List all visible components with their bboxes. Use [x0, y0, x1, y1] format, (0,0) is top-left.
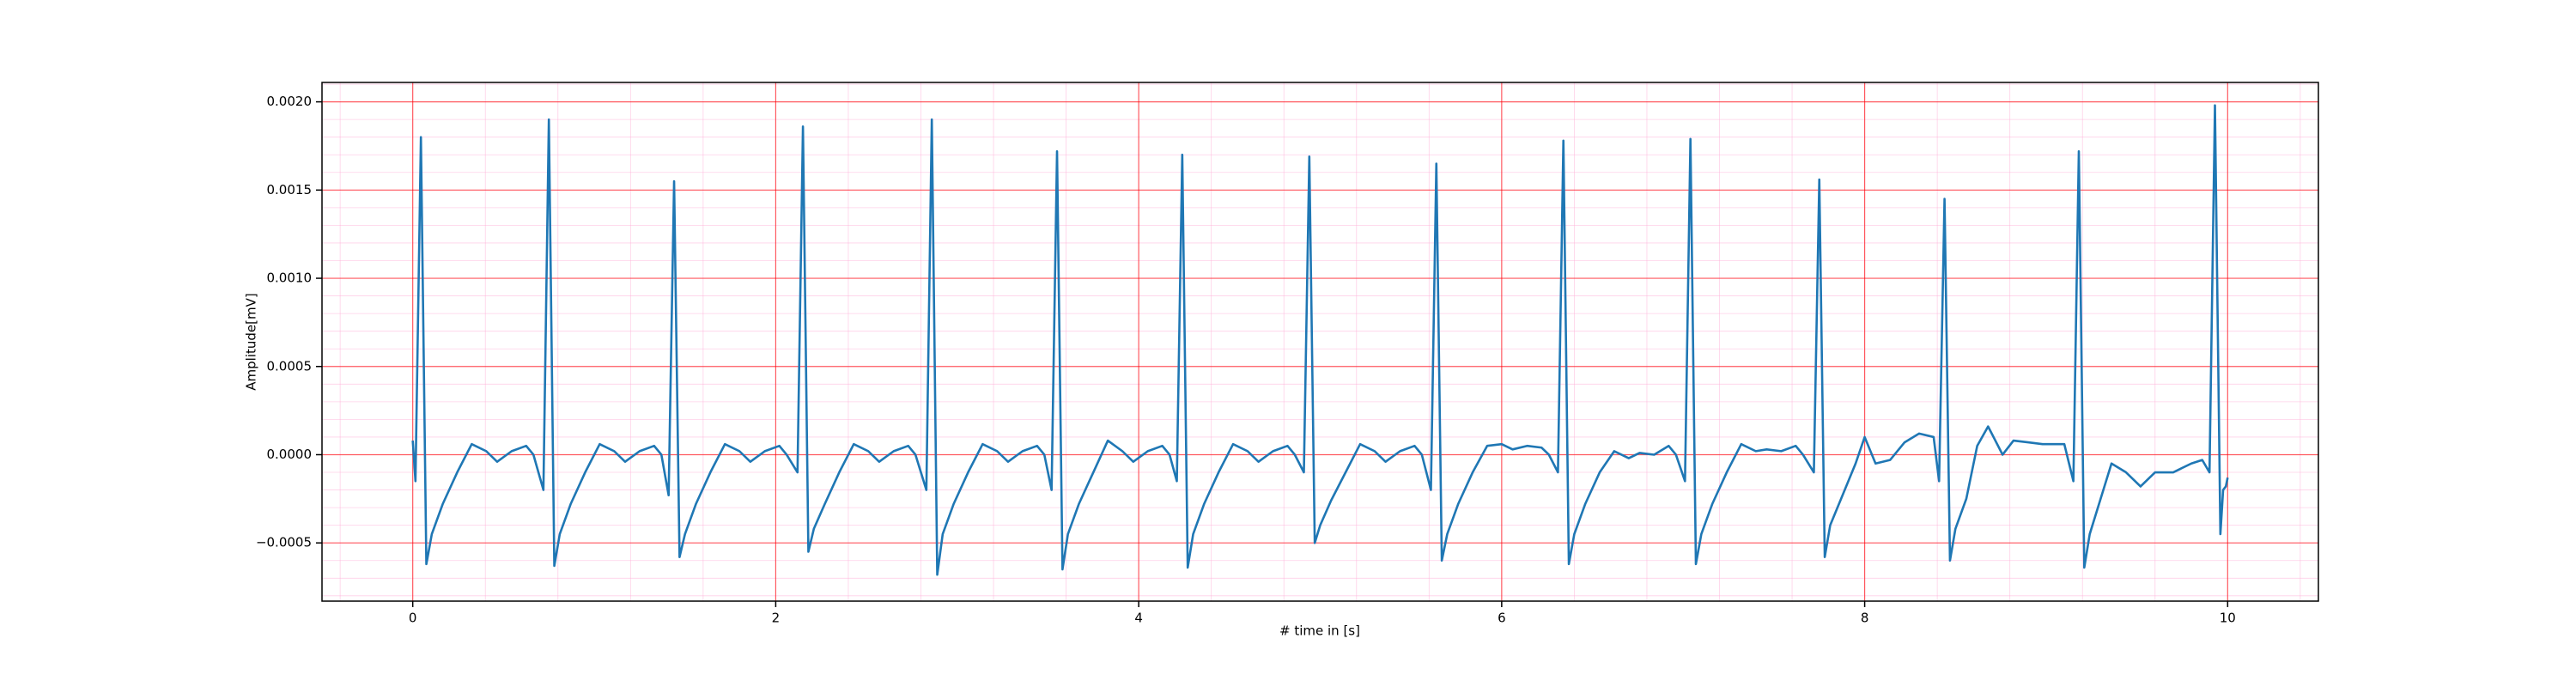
y-tick-label: 0.0000 — [267, 447, 313, 462]
plot-area — [411, 104, 2229, 576]
x-tick-label: 4 — [1134, 611, 1143, 626]
x-axis-label: # time in [s] — [1279, 623, 1360, 639]
y-axis-label: Amplitude[mV] — [244, 293, 259, 390]
grid — [322, 82, 2318, 601]
x-tick-label: 2 — [772, 611, 781, 626]
y-tick-label: 0.0005 — [267, 358, 313, 374]
x-tick-label: 8 — [1861, 611, 1869, 626]
axes: 0 2 4 6 8 10 −0.0005 0.0000 0.0005 0.0010 0.0015 0.… — [256, 82, 2319, 626]
series-line — [411, 104, 2229, 576]
y-tick-label: 0.0020 — [267, 94, 313, 109]
y-tick-label: 0.0015 — [267, 182, 313, 198]
x-tick-label: 6 — [1498, 611, 1506, 626]
y-tick-label: −0.0005 — [256, 535, 312, 550]
x-tick-label: 10 — [2220, 611, 2236, 626]
axes-frame — [321, 82, 2319, 602]
y-tick-label: 0.0010 — [267, 271, 313, 286]
x-tick-label: 0 — [409, 611, 417, 626]
